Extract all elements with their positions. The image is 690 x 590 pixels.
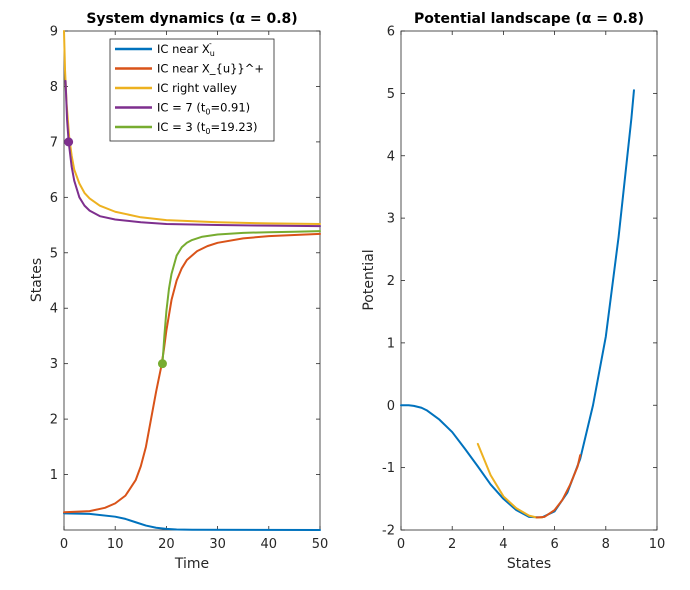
series-line [64,79,321,228]
right-ticks: 0 2 4 6 8 10 -2 -1 0 1 2 3 4 5 6 [382,25,665,553]
legend-box [109,38,275,142]
y-tick-label: -2 [382,524,395,539]
x-tick-label: 10 [107,537,124,552]
marker-point [157,359,167,369]
series-line [63,232,321,514]
x-tick-label: 0 [60,537,68,552]
y-tick-label: 5 [387,87,395,102]
y-tick-label: 9 [50,25,58,40]
y-tick-label: 1 [50,468,58,483]
left-series [63,30,321,531]
y-tick-label: 4 [387,149,395,164]
right-y-axis-label: Potential [361,249,377,310]
left-markers [64,137,167,369]
x-tick-label: 4 [499,537,507,552]
y-tick-label: 0 [387,399,395,414]
x-tick-label: 0 [397,537,405,552]
x-tick-label: 50 [312,537,329,552]
y-tick-label: 2 [387,274,395,289]
x-tick-label: 10 [649,537,666,552]
y-tick-label: 3 [50,357,58,372]
y-tick-label: 6 [50,191,58,206]
y-tick-label: 5 [50,246,58,261]
left-y-axis-label: States [29,258,45,302]
right-axes: Potential landscape (α = 0.8) States Pot… [361,11,665,572]
x-tick-label: 6 [550,537,558,552]
x-tick-label: 40 [261,537,278,552]
right-x-axis-label: States [507,556,551,572]
left-ticks: 0 10 20 30 40 50 1 2 3 4 5 6 7 8 9 [50,25,329,553]
series-line [400,89,635,519]
legend-entry: IC = 7 (t0=0.91) [157,101,250,117]
right-axes-box [400,30,658,531]
series-line [535,454,582,519]
legend-entry: IC near X_{u}}^+ [157,62,264,76]
left-axes: System dynamics (α = 0.8) Time States 0 1… [29,11,328,572]
legend-entry: IC = 3 (t0=19.23) [157,120,257,136]
y-tick-label: 8 [50,80,58,95]
series-line [63,512,321,531]
x-tick-label: 20 [158,537,175,552]
series-line [161,230,321,365]
y-tick-label: 4 [50,302,58,317]
legend-entry: IC right valley [157,81,237,95]
y-tick-label: 6 [387,25,395,40]
y-tick-label: 2 [50,413,58,428]
x-tick-label: 8 [602,537,610,552]
right-series [400,89,635,519]
y-tick-label: 7 [50,135,58,150]
legend: IC near Xu- IC near X_{u}}^+ IC right vall… [109,38,275,142]
x-tick-label: 2 [448,537,456,552]
legend-entry: IC near Xu- [157,39,215,58]
y-tick-label: -1 [382,461,395,476]
right-chart-title: Potential landscape (α = 0.8) [414,11,644,27]
left-x-axis-label: Time [174,556,209,572]
marker-point [64,137,74,147]
x-tick-label: 30 [209,537,226,552]
left-chart-title: System dynamics (α = 0.8) [86,11,297,27]
y-tick-label: 3 [387,212,395,227]
y-tick-label: 1 [387,336,395,351]
